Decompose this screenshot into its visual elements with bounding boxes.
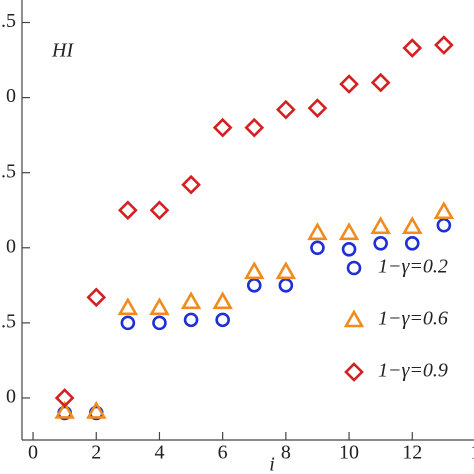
point xyxy=(373,235,388,251)
x-tick-label: 2 xyxy=(91,442,101,464)
point xyxy=(54,388,75,408)
point xyxy=(339,74,359,94)
point xyxy=(118,200,138,221)
point xyxy=(433,201,455,220)
point xyxy=(434,35,454,55)
point xyxy=(117,297,139,316)
point xyxy=(307,98,328,118)
point xyxy=(244,261,265,280)
y-tick-label: .5 xyxy=(1,10,16,32)
y-tick-label: 0 xyxy=(6,85,16,107)
y-tick-label: 0 xyxy=(6,235,16,257)
x-tick-label: 0 xyxy=(28,442,38,464)
point xyxy=(149,200,170,221)
point xyxy=(149,297,170,316)
point xyxy=(181,174,201,195)
point xyxy=(341,241,357,257)
x-tick-label: 10 xyxy=(339,442,359,464)
x-tick-label: 12 xyxy=(402,442,422,464)
point xyxy=(276,99,296,120)
point xyxy=(370,72,391,93)
x-tick-label: 6 xyxy=(218,442,228,464)
point xyxy=(212,117,233,138)
x-tick-label: 4 xyxy=(154,442,164,464)
annotation: HI xyxy=(51,40,74,62)
x-axis-label: i xyxy=(269,454,275,474)
point xyxy=(86,287,107,308)
legend-marker xyxy=(343,309,365,328)
legend-label: 1−γ=0.9 xyxy=(378,360,448,382)
point xyxy=(338,222,360,241)
point xyxy=(404,235,420,251)
legend-label: 1−γ=0.2 xyxy=(378,256,448,278)
point xyxy=(310,240,325,256)
point xyxy=(402,216,423,235)
point xyxy=(183,312,199,328)
y-tick-label: .5 xyxy=(1,310,16,332)
point xyxy=(180,291,202,310)
point xyxy=(307,222,328,241)
point xyxy=(152,315,167,331)
y-tick-label: 0 xyxy=(6,386,16,408)
point xyxy=(278,278,294,293)
point xyxy=(212,291,233,310)
point xyxy=(370,216,391,235)
legend-marker xyxy=(346,260,362,276)
point xyxy=(402,38,423,58)
x-tick-label: 1 xyxy=(470,442,474,464)
x-tick-label: 8 xyxy=(281,442,291,464)
y-tick-label: .5 xyxy=(1,160,16,182)
legend-label: 1−γ=0.6 xyxy=(378,308,448,330)
point xyxy=(86,400,107,419)
point xyxy=(436,217,452,233)
point xyxy=(215,312,230,328)
point xyxy=(246,278,262,293)
point xyxy=(244,117,265,138)
point xyxy=(120,315,136,331)
legend-marker xyxy=(344,362,364,382)
point xyxy=(275,261,297,280)
point xyxy=(54,400,75,419)
